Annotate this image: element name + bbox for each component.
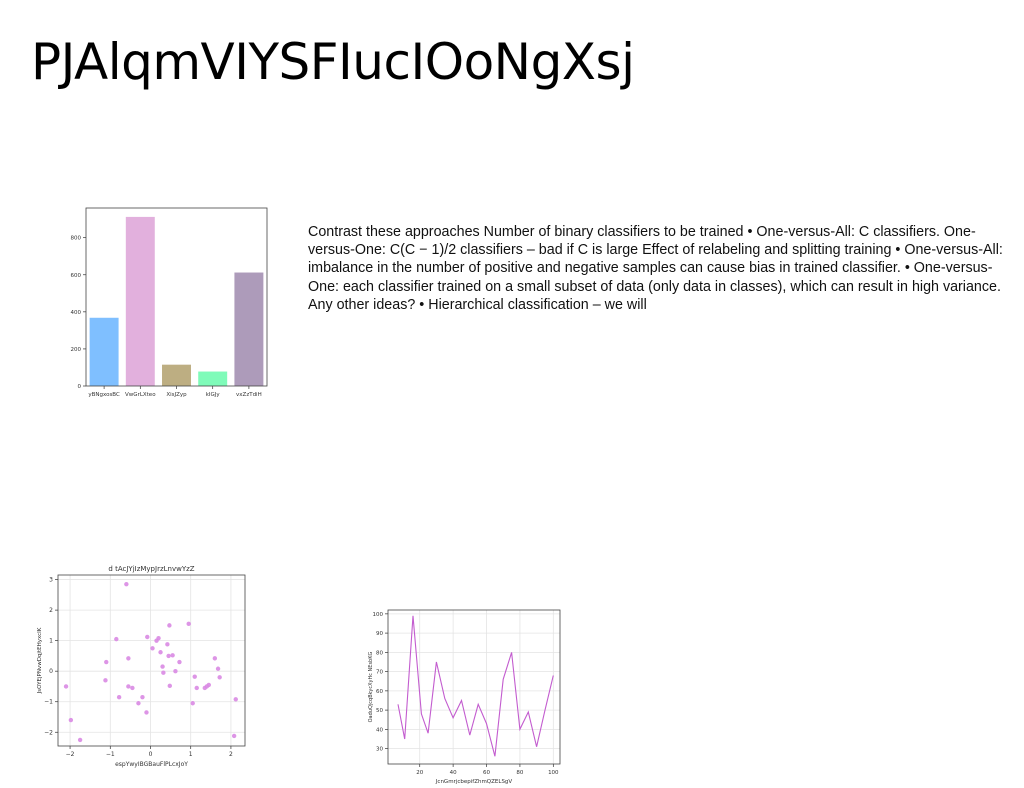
y-tick-label: 30 — [376, 747, 383, 753]
scatter-point — [77, 737, 83, 743]
plot-frame — [85, 207, 268, 387]
bar-kIGJy — [198, 371, 228, 386]
y-tick-label: 400 — [71, 310, 82, 316]
scatter-point — [167, 623, 172, 628]
scatter-point — [231, 733, 237, 739]
scatter-point — [217, 675, 222, 680]
x-axis-label: JcnGmrjcbepifZhmQZELSgV — [435, 779, 513, 785]
y-tick-label: 70 — [376, 670, 383, 676]
scatter-point — [186, 621, 191, 627]
x-tick-label: 80 — [516, 770, 523, 776]
x-tick-label: 2 — [229, 751, 233, 758]
scatter-point — [206, 682, 212, 688]
scatter-point — [190, 701, 195, 706]
plot-frame — [387, 609, 561, 765]
scatter-point — [126, 684, 131, 689]
scatter-point — [215, 666, 221, 671]
scatter-point — [150, 646, 155, 651]
scatter-point — [130, 685, 135, 691]
y-axis-label: OaduQjcqBkycXyHc NEsbKG — [368, 651, 374, 722]
line-chart: 20 40 60 80 100 30 40 50 60 70 80 90 100 JcnGmrjcbepi… — [368, 609, 561, 785]
scatter-point — [145, 634, 150, 640]
x-tick-label: kIGJy — [206, 392, 221, 398]
scatter-point — [104, 659, 109, 665]
scatter-point — [63, 684, 69, 689]
bar-XisJZyp — [162, 364, 191, 386]
y-tick-label: 800 — [71, 236, 82, 242]
scatter-point — [114, 636, 119, 642]
scatter-point — [161, 670, 166, 675]
scatter-point — [194, 685, 199, 691]
scatter-point — [158, 650, 163, 655]
y-tick-label: −1 — [44, 699, 53, 706]
y-tick-label: 0 — [49, 668, 53, 675]
x-tick-label: −2 — [66, 751, 75, 758]
y-tick-label: 1 — [49, 638, 53, 645]
x-tick-label: vxZzTdiH — [236, 392, 262, 398]
scatter-point — [144, 710, 149, 715]
y-tick-label: 0 — [78, 384, 82, 390]
series-line — [397, 615, 554, 757]
y-tick-label: 200 — [71, 347, 82, 353]
y-tick-label: 3 — [49, 577, 53, 584]
y-tick-label: 600 — [71, 273, 82, 279]
scatter-point — [177, 659, 182, 665]
x-tick-label: 100 — [548, 770, 559, 776]
bar-yBNgxosBC — [89, 317, 119, 386]
y-tick-label: 50 — [376, 708, 383, 714]
slide-body-text: Contrast these approaches Number of bina… — [308, 224, 1003, 313]
scatter-point — [124, 581, 129, 587]
y-axis-label: JsOYEjPNvwDqjtEHyxcIK — [37, 627, 43, 694]
slide-title: PJAlqmVIYSFIucIOoNgXsj — [31, 33, 635, 91]
x-tick-label: −1 — [106, 751, 115, 758]
bar-vxZzTdiH — [234, 272, 264, 386]
y-tick-label: 60 — [376, 689, 383, 695]
scatter-point — [68, 717, 74, 723]
scatter-point — [170, 653, 175, 658]
scatter-point — [166, 653, 171, 659]
y-tick-label: 40 — [376, 727, 383, 733]
scatter-point — [156, 636, 161, 641]
scatter-point — [165, 642, 170, 647]
y-tick-label: 2 — [49, 607, 53, 614]
scatter-point — [116, 694, 122, 700]
x-tick-label: 40 — [450, 770, 457, 776]
scatter-point — [167, 683, 172, 689]
bar-chart: 0 200 400 600 800 yBNgxosBC VwGrLXteo XisJZyp kI… — [71, 207, 268, 398]
bar-VwGrLXteo — [125, 216, 155, 386]
y-tick-label: −2 — [44, 729, 53, 736]
y-tick-label: 100 — [373, 612, 384, 618]
y-tick-label: 80 — [376, 650, 383, 656]
scatter-point — [212, 656, 218, 661]
scatter-point — [103, 678, 108, 683]
x-axis-label: espYwyIBGBauFlPLcxJoY — [115, 761, 188, 768]
x-tick-label: yBNgxosBC — [88, 392, 120, 398]
x-tick-label: 1 — [189, 751, 193, 758]
x-tick-label: 0 — [149, 751, 153, 758]
y-tick-label: 90 — [376, 631, 383, 637]
x-tick-label: 20 — [416, 770, 423, 776]
x-tick-label: XisJZyp — [166, 392, 187, 398]
scatter-point — [136, 701, 141, 706]
scatter-point — [126, 656, 131, 661]
scatter-point — [192, 674, 197, 679]
scatter-point — [160, 664, 165, 669]
plot-frame — [57, 574, 246, 747]
scatter-point — [233, 697, 238, 702]
scatter-point — [173, 668, 178, 674]
x-tick-label: 60 — [483, 770, 490, 776]
chart-title: d tAcJYjIzMypJrzLnvwYzZ — [108, 565, 194, 573]
scatter-chart: −2 −1 0 1 2 −2 −1 0 1 2 3 d tAcJYjIzMypJrzLnvwYzZ es… — [37, 565, 246, 768]
scatter-point — [140, 694, 145, 700]
x-tick-label: VwGrLXteo — [125, 392, 156, 398]
